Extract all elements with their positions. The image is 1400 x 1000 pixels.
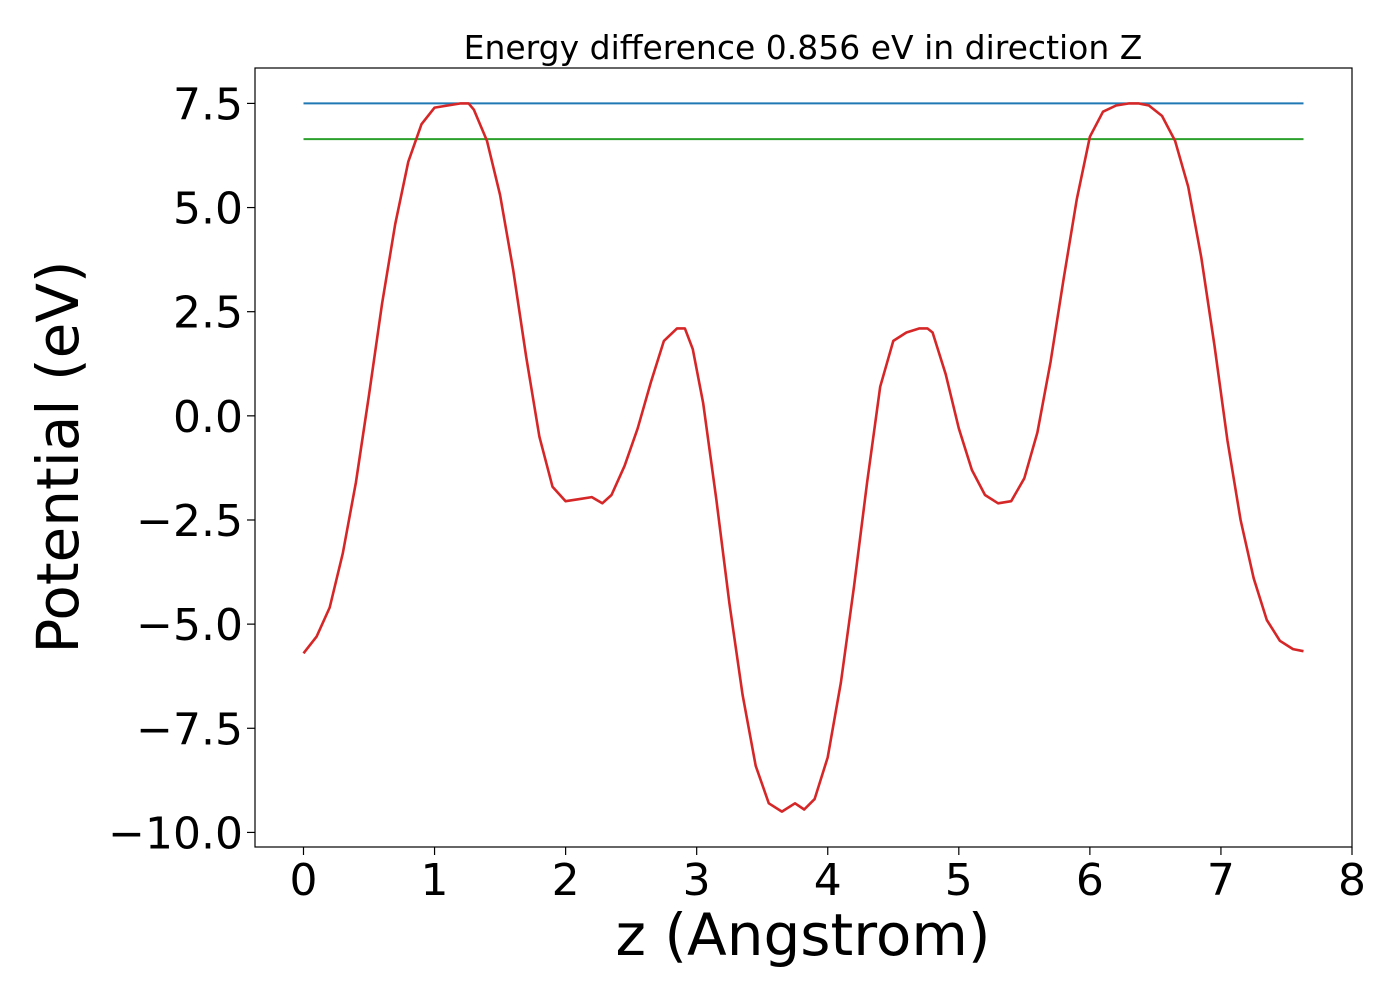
series-line-3 bbox=[302, 102, 1304, 813]
y-tick-label: 2.5 bbox=[173, 288, 243, 339]
series-layer bbox=[302, 102, 1304, 813]
x-tick-label: 7 bbox=[1207, 855, 1235, 906]
plot-frame bbox=[254, 67, 1353, 848]
y-axis-label: Potential (eV) bbox=[24, 260, 92, 653]
y-tick-label: 5.0 bbox=[173, 184, 243, 235]
chart-title: Energy difference 0.856 eV in direction … bbox=[464, 28, 1143, 67]
y-axis: 7.5 5.0 2.5 0.0 −2.5 −5.0 −7.5 −10.0 bbox=[108, 79, 255, 859]
x-axis: 0 1 2 3 4 5 6 7 8 bbox=[289, 847, 1366, 906]
x-tick-label: 1 bbox=[421, 855, 449, 906]
y-tick-label: 7.5 bbox=[173, 79, 243, 130]
x-tick-label: 2 bbox=[552, 855, 580, 906]
x-axis-label: z (Angstrom) bbox=[616, 901, 991, 969]
x-tick-label: 8 bbox=[1338, 855, 1366, 906]
y-tick-label: −10.0 bbox=[108, 808, 243, 859]
y-tick-label: −7.5 bbox=[136, 704, 243, 755]
x-tick-label: 5 bbox=[945, 855, 973, 906]
y-tick-label: 0.0 bbox=[173, 392, 243, 443]
x-tick-label: 4 bbox=[814, 855, 842, 906]
y-tick-label: −5.0 bbox=[136, 600, 243, 651]
x-tick-label: 0 bbox=[289, 855, 317, 906]
y-tick-label: −2.5 bbox=[136, 496, 243, 547]
x-tick-label: 6 bbox=[1076, 855, 1104, 906]
x-tick-label: 3 bbox=[683, 855, 711, 906]
